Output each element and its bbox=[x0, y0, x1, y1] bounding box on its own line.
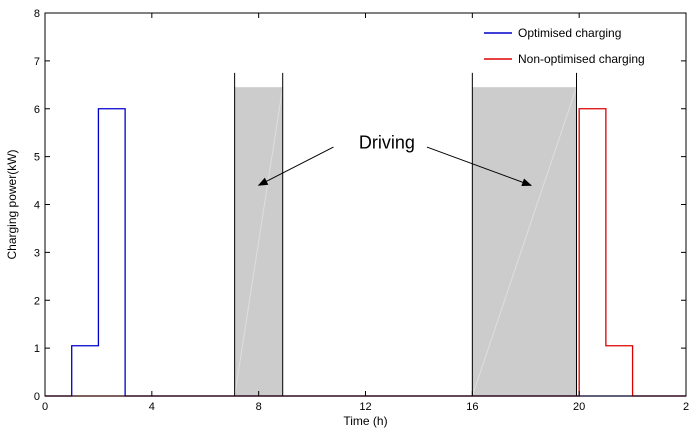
x-tick-label: 16 bbox=[466, 401, 478, 413]
x-tick-label: 0 bbox=[42, 401, 48, 413]
x-tick-label: 12 bbox=[359, 401, 371, 413]
series-lines bbox=[45, 108, 686, 397]
driving-period-diagonal-1 bbox=[234, 87, 284, 397]
legend: Optimised charging Non-optimised charging bbox=[484, 26, 645, 66]
driving-period-diagonal-2 bbox=[471, 87, 577, 397]
annotation-arrow-1 bbox=[257, 146, 334, 186]
driving-periods bbox=[234, 72, 577, 397]
x-tick-label: 20 bbox=[573, 401, 585, 413]
y-tick-label: 7 bbox=[34, 56, 40, 68]
driving-annotation: Driving bbox=[257, 132, 533, 186]
legend-label-2: Non-optimised charging bbox=[518, 52, 645, 66]
x-tick-label: 2 bbox=[683, 401, 689, 413]
y-tick-label: 0 bbox=[34, 391, 40, 403]
x-tick-label: 8 bbox=[256, 401, 262, 413]
y-tick-label: 6 bbox=[34, 104, 40, 116]
x-tick-label: 4 bbox=[149, 401, 155, 413]
legend-label-1: Optimised charging bbox=[518, 26, 621, 40]
y-tick-label: 5 bbox=[34, 152, 40, 164]
y-axis-label: Charging power(kW) bbox=[5, 149, 19, 259]
x-axis-label: Time (h) bbox=[343, 414, 387, 428]
annotation-driving-text: Driving bbox=[359, 132, 415, 152]
annotation-arrow-2 bbox=[426, 146, 533, 186]
y-tick-label: 4 bbox=[34, 200, 40, 212]
y-tick-label: 1 bbox=[34, 343, 40, 355]
series-line-1 bbox=[45, 108, 686, 397]
y-tick-label: 2 bbox=[34, 295, 40, 307]
y-tick-label: 3 bbox=[34, 247, 40, 259]
series-line-2 bbox=[45, 108, 686, 397]
y-tick-label: 8 bbox=[34, 8, 40, 20]
